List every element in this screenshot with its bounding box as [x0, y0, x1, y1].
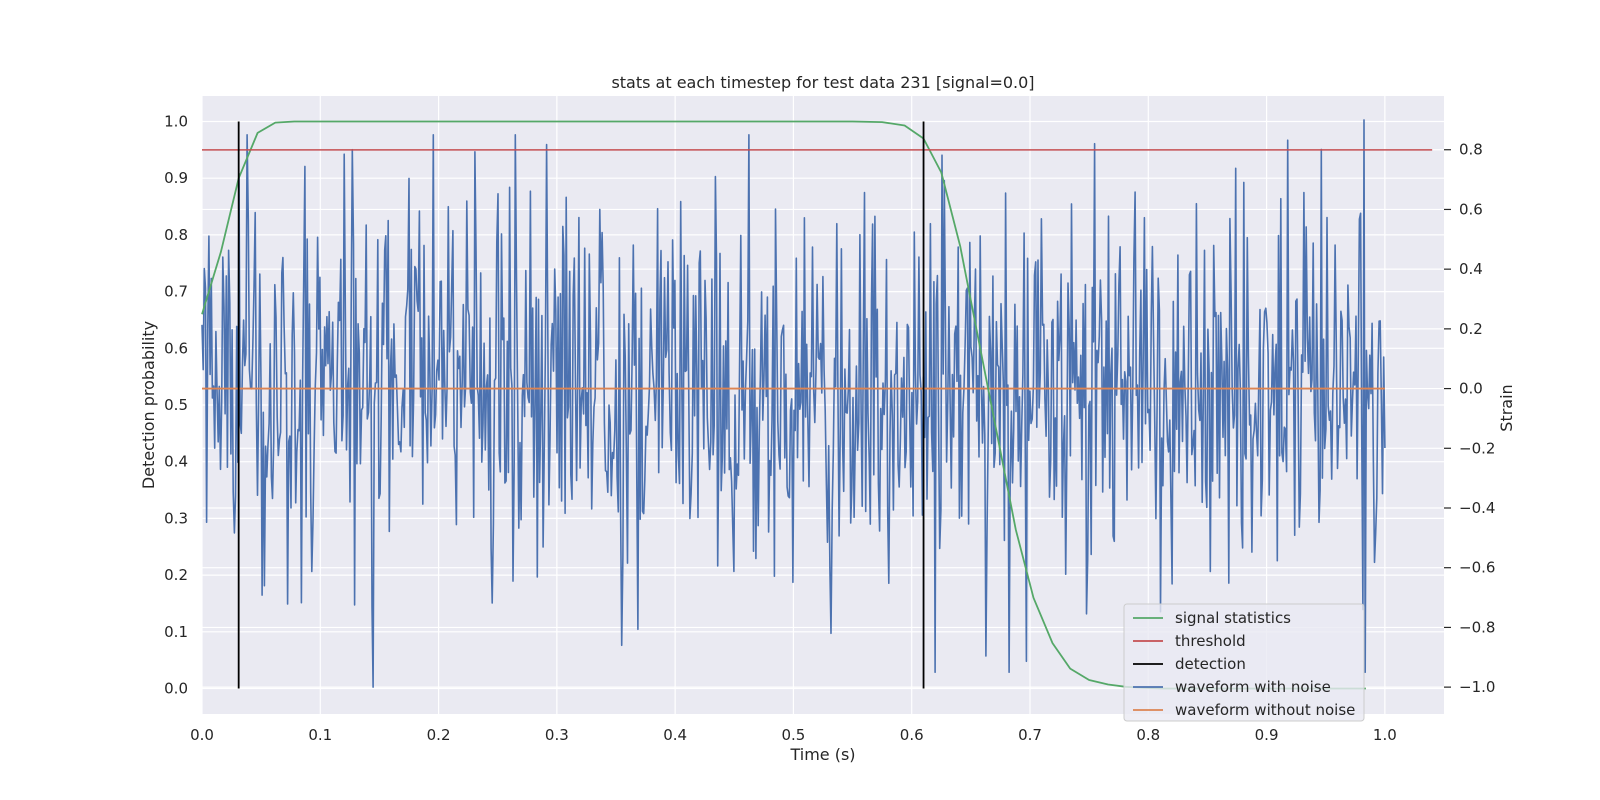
legend-label: detection	[1175, 655, 1246, 673]
left-y-tick-label: 0.1	[164, 623, 188, 641]
chart-title: stats at each timestep for test data 231…	[611, 73, 1034, 92]
waveform-with-noise-line	[201, 119, 1386, 688]
x-axis-label: Time (s)	[789, 745, 855, 764]
right-y-tick-label: −0.8	[1459, 618, 1495, 636]
right-y-axis-label: Strain	[1497, 384, 1516, 431]
x-tick-label: 0.0	[190, 726, 214, 744]
legend-items: signal statistics threshold detection wavef…	[1133, 609, 1355, 719]
left-y-tick-label: 0.3	[164, 509, 188, 527]
legend-label: waveform with noise	[1175, 678, 1331, 696]
left-y-tick-label: 1.0	[164, 113, 188, 131]
left-y-tick-label: 0.7	[164, 283, 188, 301]
legend-box	[1123, 603, 1365, 722]
right-y-tick-label: −0.4	[1459, 499, 1495, 517]
left-y-tick-label: 0.4	[164, 453, 188, 471]
right-y-tick-label: 0.0	[1459, 380, 1483, 398]
right-y-tick-label: 0.4	[1459, 260, 1483, 278]
left-y-tick-label: 0.8	[164, 226, 188, 244]
left-y-tick-label: 0.5	[164, 396, 188, 414]
left-y-axis-ticks: 0.0 0.1 0.2 0.3 0.4 0.5 0.6 0.7 0.8 0.9 1.0	[164, 113, 188, 698]
x-tick-label: 0.5	[781, 726, 805, 744]
left-y-tick-label: 0.6	[164, 339, 188, 357]
x-tick-label: 0.3	[545, 726, 569, 744]
legend-label: waveform without noise	[1175, 701, 1355, 719]
x-tick-label: 0.9	[1255, 726, 1279, 744]
right-y-tick-label: 0.8	[1459, 141, 1483, 159]
right-y-tick-label: 0.2	[1459, 320, 1483, 338]
x-tick-label: 1.0	[1373, 726, 1397, 744]
legend-label: threshold	[1175, 632, 1246, 650]
right-y-tick-label: −0.2	[1459, 439, 1495, 457]
legend-label: signal statistics	[1175, 609, 1291, 627]
x-tick-label: 0.1	[308, 726, 332, 744]
x-tick-label: 0.8	[1136, 726, 1160, 744]
legend: signal statistics threshold detection wavef…	[1123, 603, 1365, 722]
right-y-tick-label: −1.0	[1459, 678, 1495, 696]
x-tick-label: 0.6	[900, 726, 924, 744]
left-y-tick-label: 0.0	[164, 679, 188, 697]
x-axis-ticks: 0.0 0.1 0.2 0.3 0.4 0.5 0.6 0.7 0.8 0.9 1.0	[190, 726, 1397, 744]
left-y-tick-label: 0.2	[164, 566, 188, 584]
left-y-axis-label: Detection probability	[139, 321, 158, 489]
right-y-tick-label: −0.6	[1459, 559, 1495, 577]
right-y-axis-ticks: −1.0 −0.8 −0.6 −0.4 −0.2 0.0 0.2 0.4 0.6 0.8	[1444, 141, 1495, 696]
x-tick-label: 0.4	[663, 726, 687, 744]
x-tick-label: 0.2	[427, 726, 451, 744]
right-y-tick-label: 0.6	[1459, 200, 1483, 218]
left-y-tick-label: 0.9	[164, 169, 188, 187]
x-tick-label: 0.7	[1018, 726, 1042, 744]
